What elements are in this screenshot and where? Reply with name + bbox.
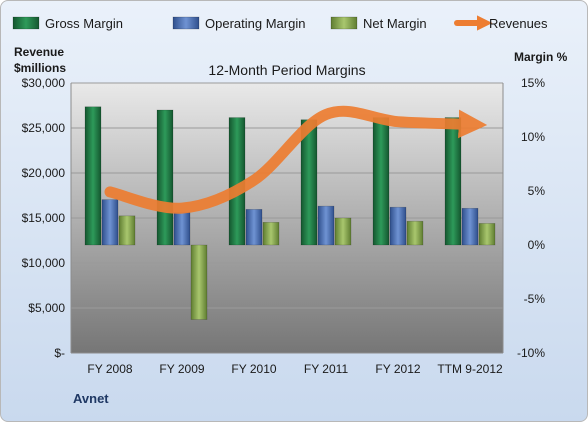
right-tick-label: -10%: [517, 346, 545, 360]
left-tick-label: $5,000: [28, 301, 65, 315]
left-tick-label: $20,000: [22, 166, 66, 180]
bar-operating-margin: [173, 212, 191, 246]
right-tick-label: 10%: [521, 130, 545, 144]
chart-title: 12-Month Period Margins: [208, 62, 365, 78]
revenue-line-layer: [104, 105, 488, 214]
bar-gross-margin: [372, 117, 390, 246]
bar-operating-margin: [461, 207, 479, 246]
left-tick-label: $30,000: [22, 76, 66, 90]
legend-swatch: [172, 16, 200, 30]
right-tick-label: -5%: [524, 292, 546, 306]
left-axis-label-line2: $millions: [14, 61, 66, 75]
bar-operating-margin: [101, 199, 119, 246]
category-label: FY 2011: [304, 362, 349, 376]
bar-net-margin: [478, 223, 496, 246]
legend-label: Operating Margin: [205, 16, 305, 31]
legend-label: Gross Margin: [45, 16, 123, 31]
bar-net-margin: [262, 222, 280, 246]
right-axis-title: Margin %: [514, 50, 568, 64]
left-tick-label: $25,000: [22, 121, 66, 135]
left-tick-label: $10,000: [22, 256, 66, 270]
category-label: FY 2008: [87, 362, 132, 376]
legend-swatch: [12, 16, 40, 30]
category-labels: FY 2008 FY 2009 FY 2010 FY 2011 FY 2012 TTM 9…: [87, 362, 503, 376]
left-tick-label: $-: [54, 346, 65, 360]
bar-operating-margin: [317, 205, 335, 246]
bar-net-margin: [118, 215, 136, 246]
revenue-line: [104, 105, 488, 214]
bar-net-margin: [190, 244, 208, 320]
legend-swatch: [330, 16, 358, 30]
gridlines: [71, 82, 503, 309]
legend: Gross Margin Operating Margin Net Margin Re…: [12, 15, 548, 31]
bar-gross-margin: [84, 106, 102, 246]
category-label: FY 2012: [375, 362, 420, 376]
left-tick-label: $15,000: [22, 211, 66, 225]
bar-net-margin: [334, 217, 352, 246]
left-tick-labels: $- $5,000 $10,000 $15,000 $20,000 $25,000 $30,…: [22, 76, 66, 360]
category-label: TTM 9-2012: [437, 362, 503, 376]
bar-gross-margin: [156, 109, 174, 246]
bar-gross-margin: [444, 117, 462, 246]
legend-label: Net Margin: [363, 16, 427, 31]
bar-operating-margin: [389, 206, 407, 246]
bars-layer: [84, 106, 496, 320]
category-label: FY 2009: [159, 362, 204, 376]
right-tick-label: 0%: [528, 238, 546, 252]
right-tick-label: 5%: [528, 184, 546, 198]
company-label: Avnet: [73, 391, 109, 406]
bar-net-margin: [406, 220, 424, 246]
right-tick-label: 15%: [521, 76, 545, 90]
bar-operating-margin: [245, 209, 263, 246]
category-label: FY 2010: [231, 362, 276, 376]
legend-label: Revenues: [489, 16, 548, 31]
left-axis-label-line1: Revenue: [14, 45, 64, 59]
right-tick-labels: -10% -5% 0% 5% 10% 15%: [517, 76, 545, 360]
